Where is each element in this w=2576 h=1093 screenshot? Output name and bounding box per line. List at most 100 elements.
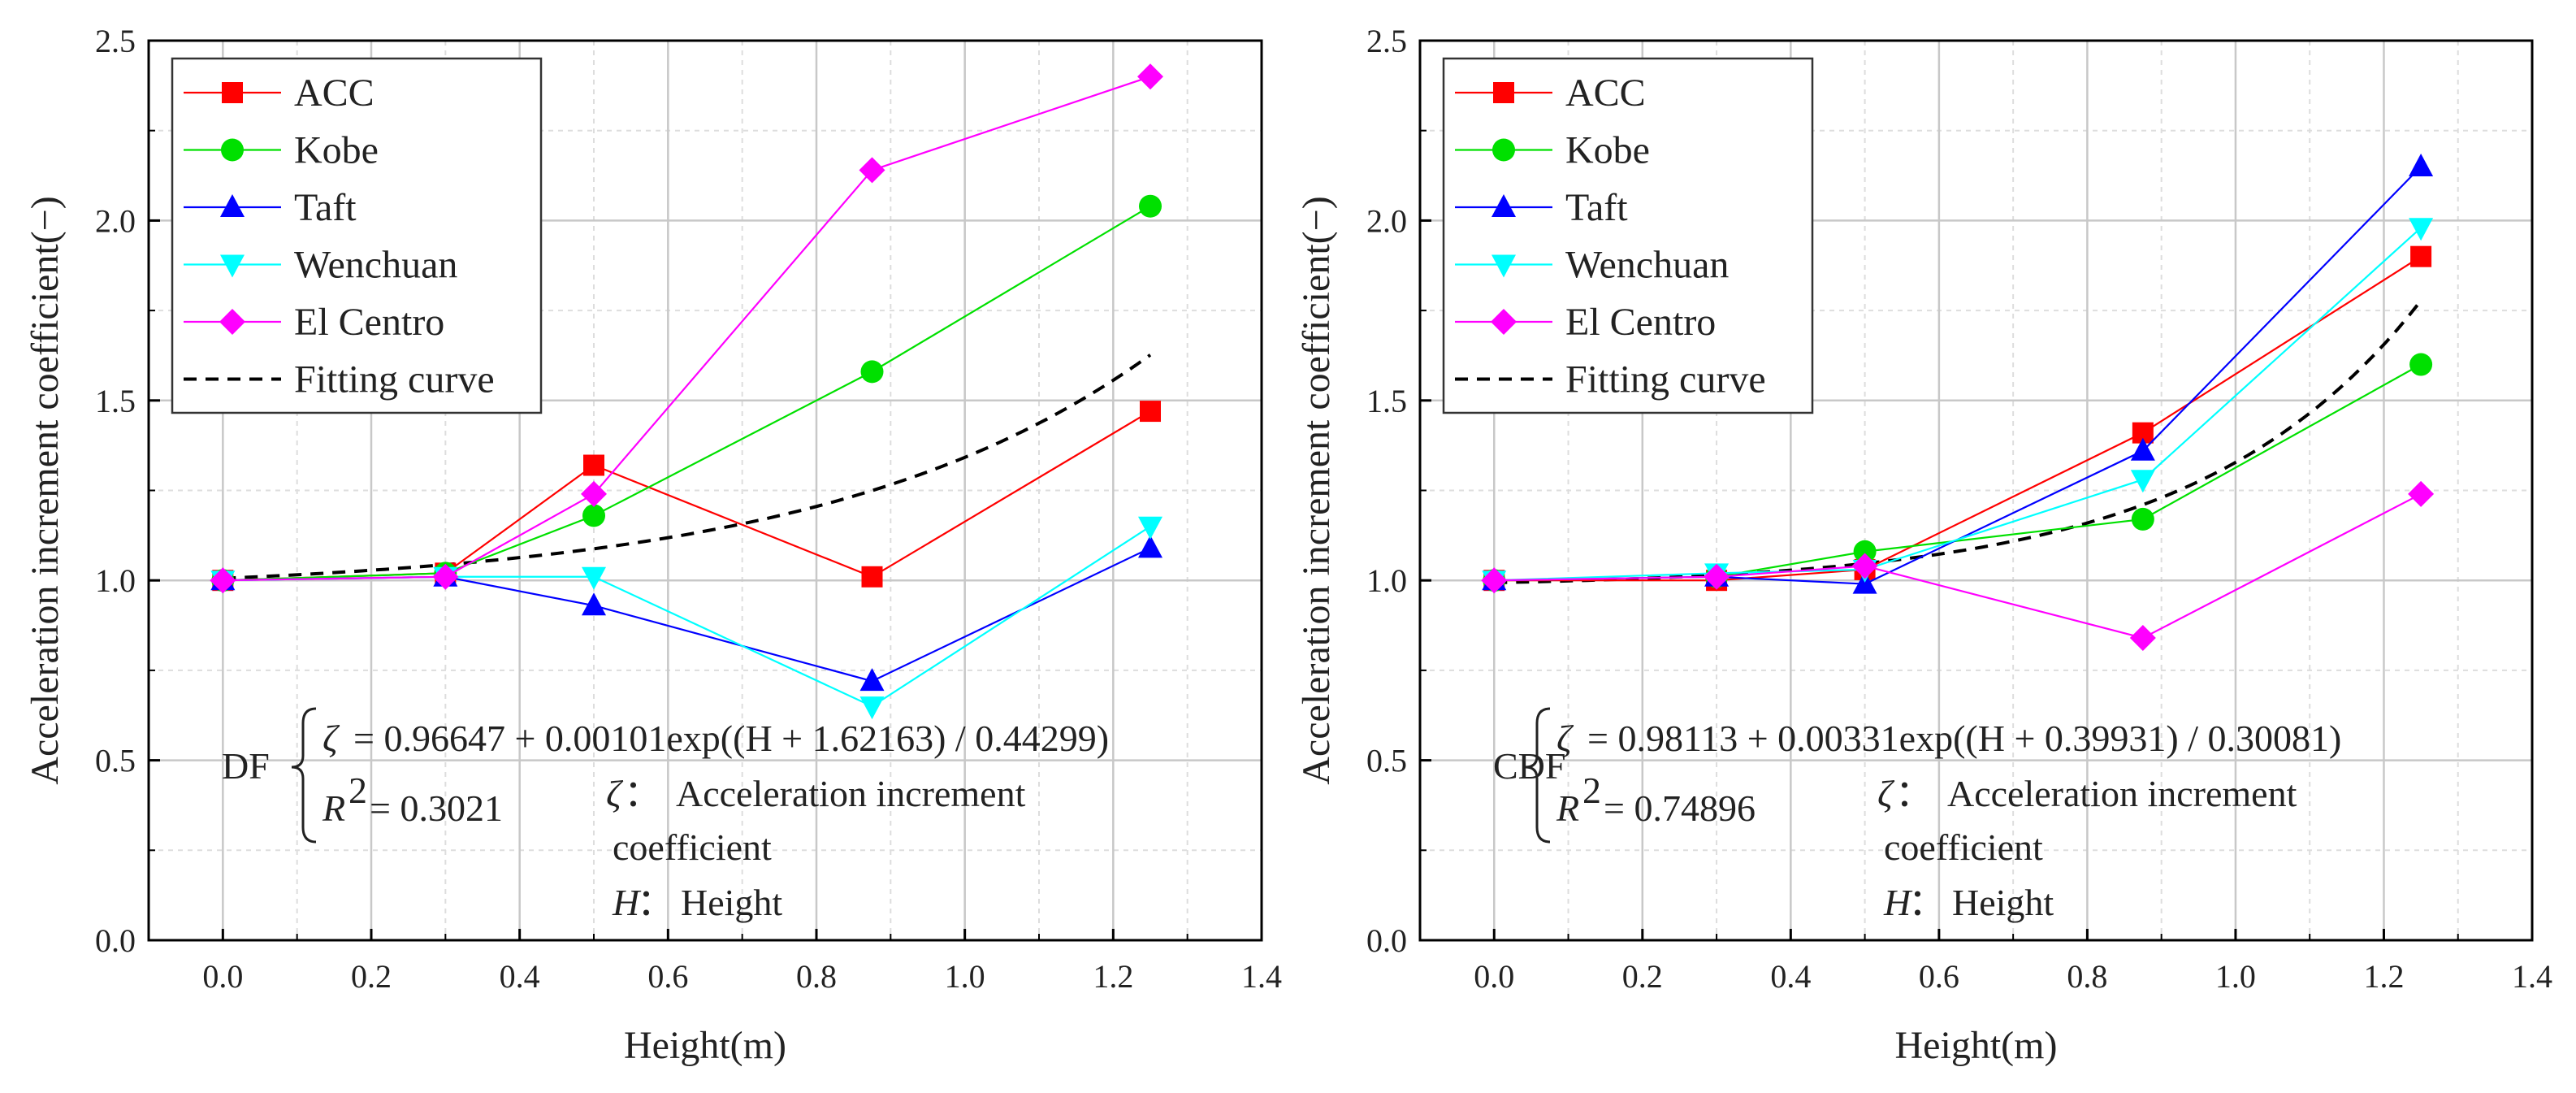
legend-label: Wenchuan [294, 244, 457, 287]
brace [1525, 707, 1551, 844]
y-tick-label: 0.0 [1366, 922, 1407, 959]
def-h-text: Height [1952, 882, 2054, 923]
series-line [223, 525, 1151, 708]
data-point [2410, 245, 2432, 267]
data-point [2409, 153, 2434, 176]
x-tick-label: 0.8 [796, 958, 837, 995]
data-point [2409, 353, 2433, 376]
y-tick-label: 1.5 [1366, 383, 1407, 419]
legend-label: ACC [1565, 72, 1646, 115]
series-wenchuan [210, 516, 1162, 720]
x-tick-label: 0.0 [1474, 958, 1514, 995]
x-tick-label: 0.4 [1770, 958, 1811, 995]
y-tick-label: 1.5 [95, 383, 136, 419]
y-tick-label: 0.0 [95, 922, 136, 959]
series-el-centro [210, 63, 1163, 594]
x-axis-label: Height(m) [624, 1024, 786, 1067]
data-point [859, 668, 885, 692]
legend-box [171, 57, 543, 414]
data-point [859, 696, 885, 720]
def-zeta-text: Acceleration increment [676, 773, 1026, 814]
data-point [859, 157, 885, 184]
legend-label: Fitting curve [294, 358, 495, 401]
legend: ACC Kobe Taft Wenchuan El Centro Fitting curv… [171, 57, 543, 414]
x-tick-label: 1.2 [1093, 958, 1133, 995]
data-point [1481, 567, 1508, 594]
x-tick-label: 0.6 [647, 958, 688, 995]
legend-marker [1491, 254, 1516, 278]
data-point [210, 567, 236, 594]
y-tick-label: 2.5 [95, 23, 136, 59]
series-acc [212, 401, 1161, 592]
y-axis-label: Acceleration increment coefficient(−) [1295, 196, 1338, 784]
legend-label: Wenchuan [1565, 244, 1729, 287]
chart-panel-left: 0.0 0.2 0.4 0.6 0.8 1.0 1.2 1.4 0.0 0.5 1.0 1.5 2.0 2… [24, 23, 1282, 1067]
legend-marker [1493, 82, 1514, 103]
def-colon: ： [1895, 773, 1933, 814]
data-point [2131, 507, 2154, 531]
data-point [1853, 540, 1877, 563]
data-point [582, 592, 606, 616]
data-point [582, 566, 606, 590]
brace [291, 707, 317, 844]
data-point [860, 360, 884, 384]
x-tick-label: 0.2 [1622, 958, 1663, 995]
data-point [581, 480, 607, 507]
legend-marker [219, 309, 245, 335]
r2-value: = 0.74896 [1604, 787, 1756, 829]
legend-marker [221, 138, 244, 162]
x-tick-label: 1.0 [945, 958, 985, 995]
y-axis-label: Acceleration increment coefficient(−) [24, 196, 67, 784]
r2-symbol: R [1556, 787, 1579, 829]
def-zeta-text-cont: coefficient [1884, 826, 2043, 868]
legend-label: Kobe [1565, 129, 1650, 172]
def-colon: ： [624, 773, 661, 814]
r2-value: = 0.3021 [370, 787, 503, 829]
data-point [1139, 194, 1162, 218]
data-point [2408, 480, 2435, 507]
def-zeta-text: Acceleration increment [1947, 773, 2297, 814]
axes: 0.0 0.2 0.4 0.6 0.8 1.0 1.2 1.4 0.0 0.5 1.0 1.5 2.0 2… [1366, 23, 2552, 995]
legend-label: Taft [294, 186, 357, 229]
def-h-symbol: H [1883, 882, 1913, 923]
def-zeta-text-cont: coefficient [613, 826, 772, 868]
x-tick-label: 0.8 [2067, 958, 2107, 995]
data-point [1138, 535, 1162, 558]
y-tick-label: 1.0 [1366, 562, 1407, 599]
chart-panel-right: 0.0 0.2 0.4 0.6 0.8 1.0 1.2 1.4 0.0 0.5 1.0 1.5 2.0 2… [1295, 23, 2552, 1067]
data-point [432, 563, 459, 590]
x-tick-label: 1.2 [2363, 958, 2404, 995]
fit-equation: = 0.98113 + 0.00331exp((H + 0.39931) / 0… [1587, 718, 2341, 759]
data-point [2130, 470, 2155, 493]
data-point [2130, 437, 2155, 461]
data-point [2409, 218, 2434, 241]
legend-label: ACC [294, 72, 374, 115]
axes: 0.0 0.2 0.4 0.6 0.8 1.0 1.2 1.4 0.0 0.5 1.0 1.5 2.0 2… [95, 23, 1282, 995]
zeta-symbol: ζ [323, 718, 340, 759]
legend-marker [1491, 309, 1517, 335]
y-tick-label: 2.0 [95, 202, 136, 239]
series-line [1494, 492, 2422, 640]
legend-label: Taft [1565, 186, 1628, 229]
data-point [583, 454, 604, 476]
r2-symbol: R [322, 787, 345, 829]
x-tick-label: 0.4 [500, 958, 540, 995]
legend-label: El Centro [1565, 301, 1716, 344]
y-tick-label: 1.0 [95, 562, 136, 599]
zeta-symbol: ζ [1556, 718, 1574, 759]
series-line [223, 410, 1151, 582]
x-tick-label: 0.0 [202, 958, 243, 995]
x-tick-label: 1.4 [1241, 958, 1282, 995]
data-point [1140, 401, 1161, 423]
def-h-symbol: H [612, 882, 642, 923]
legend-label: El Centro [294, 301, 444, 344]
legend-label: Kobe [294, 129, 379, 172]
fitting-curve [223, 353, 1152, 580]
legend-box [1442, 57, 1814, 414]
series-line [223, 547, 1151, 683]
data-point [1137, 63, 1163, 90]
series-el-centro [1481, 480, 2435, 652]
def-colon: ： [1908, 882, 1946, 923]
legend-label: Fitting curve [1565, 358, 1766, 401]
def-zeta-symbol: ζ [606, 773, 624, 814]
